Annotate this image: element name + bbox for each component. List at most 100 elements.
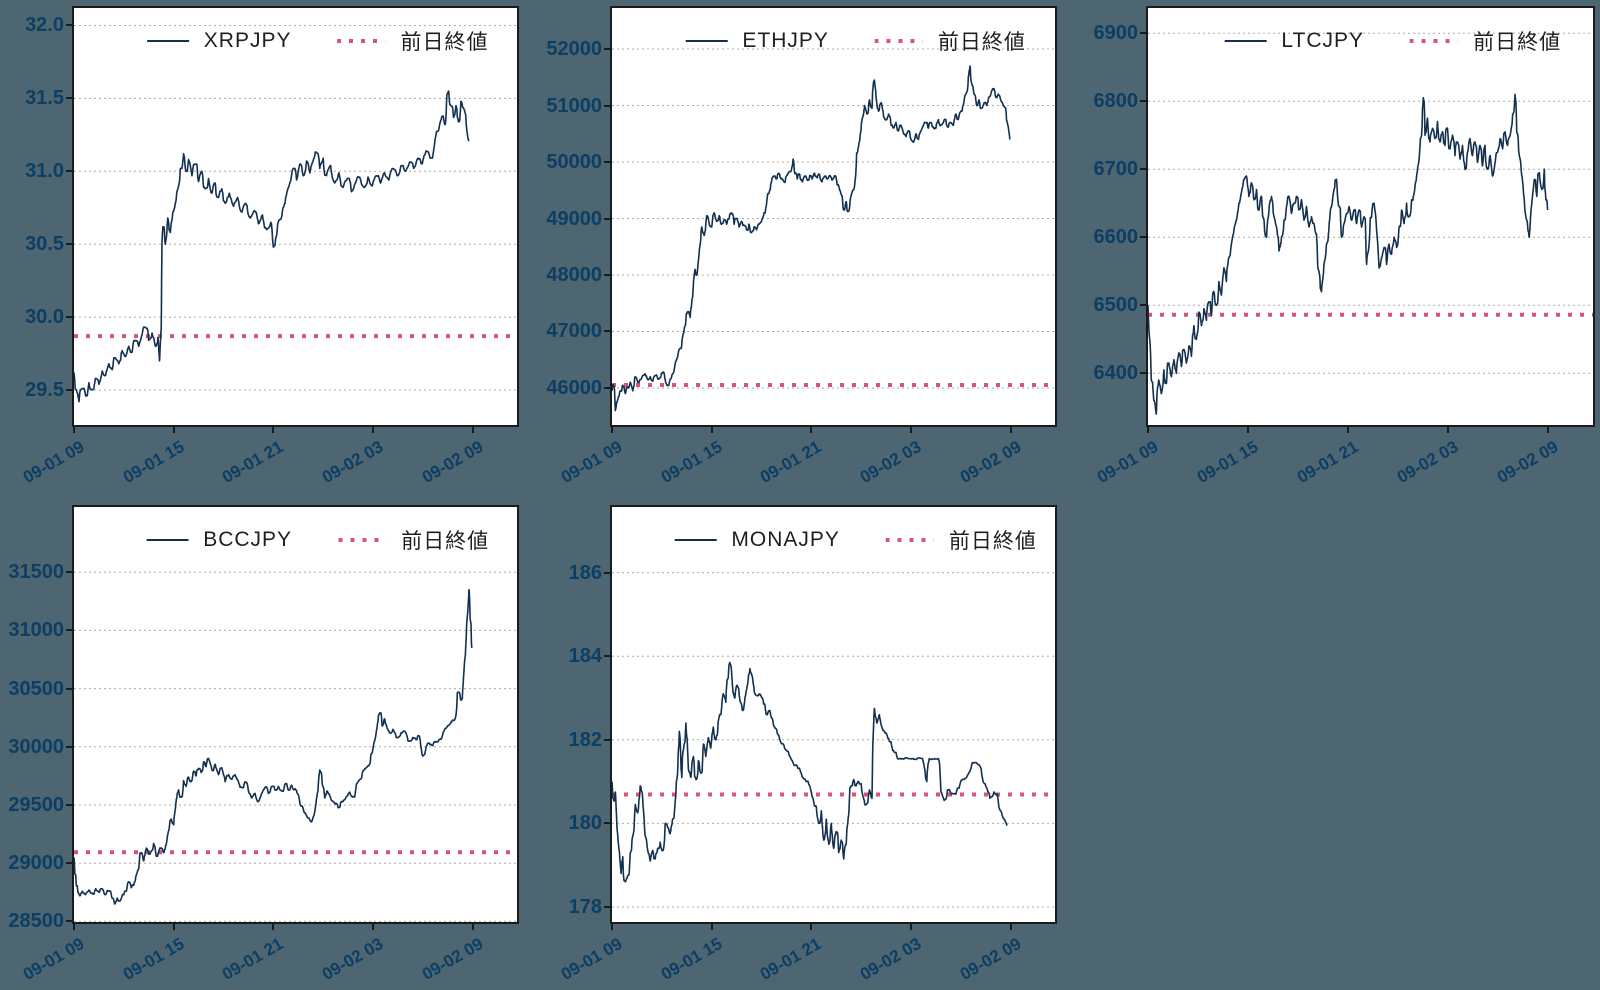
y-tick-mark <box>66 687 72 690</box>
x-tick-label: 09-01 09 <box>1093 437 1162 488</box>
x-tick-mark <box>611 427 613 433</box>
x-tick-mark <box>1447 427 1450 433</box>
x-tick-mark <box>172 924 175 930</box>
price-line <box>612 65 1011 412</box>
x-tick-mark <box>371 924 374 930</box>
y-tick-label: 46000 <box>546 376 602 399</box>
y-tick-mark <box>66 862 72 865</box>
x-tick-mark <box>710 427 713 433</box>
legend-prev-label: 前日終値 <box>937 31 1026 54</box>
y-tick-mark <box>604 571 610 574</box>
plot-area-monajpy: MONAJPY 前日終値 <box>610 505 1057 924</box>
x-tick-mark <box>272 924 275 930</box>
y-tick-mark <box>66 24 72 27</box>
y-tick-mark <box>604 822 610 825</box>
y-tick-label: 47000 <box>546 320 602 343</box>
legend-line-sample <box>674 539 717 541</box>
plot-svg-ltcjpy <box>1148 32 1593 415</box>
legend-prev-label: 前日終値 <box>400 31 489 54</box>
price-line <box>612 661 1008 883</box>
legend: LTCJPY 前日終値 <box>1224 26 1561 56</box>
x-tick-label: 09-01 21 <box>219 437 287 488</box>
y-tick-label: 51000 <box>546 94 602 117</box>
legend-prev-sample <box>1410 39 1459 43</box>
y-tick-mark <box>604 655 610 658</box>
legend-line-sample <box>146 40 189 42</box>
y-tick-mark <box>66 316 72 319</box>
x-tick-label: 09-01 21 <box>219 934 287 985</box>
legend-series-label: BCCJPY <box>203 528 293 551</box>
x-tick-mark <box>471 924 474 930</box>
y-tick-label: 6400 <box>1093 362 1139 385</box>
y-tick-mark <box>604 274 610 276</box>
plot-area-bccjpy: BCCJPY 前日終値 <box>72 505 519 924</box>
legend-series-label: LTCJPY <box>1281 29 1365 52</box>
price-line <box>1148 93 1549 415</box>
y-tick-mark <box>604 161 610 163</box>
y-tick-mark <box>66 243 72 246</box>
y-tick-mark <box>66 629 72 632</box>
y-tick-label: 182 <box>568 728 602 751</box>
x-tick-mark <box>471 427 474 433</box>
y-tick-label: 29000 <box>8 852 64 875</box>
y-tick-mark <box>66 920 72 923</box>
y-tick-label: 48000 <box>546 264 602 286</box>
plot-svg-ethjpy <box>612 48 1055 412</box>
y-tick-mark <box>66 170 72 173</box>
x-tick-label: 09-01 21 <box>757 934 825 985</box>
y-tick-mark <box>1140 236 1146 239</box>
x-tick-label: 09-01 15 <box>657 934 726 985</box>
legend-prev-label: 前日終値 <box>1473 31 1562 54</box>
x-tick-label: 09-02 09 <box>1494 437 1562 488</box>
y-tick-label: 52000 <box>546 38 602 61</box>
y-tick-mark <box>1140 100 1146 103</box>
y-tick-mark <box>604 48 610 51</box>
y-tick-label: 49000 <box>546 207 602 230</box>
x-tick-mark <box>172 427 175 433</box>
x-tick-label: 09-02 09 <box>956 437 1025 488</box>
legend-prev-sample <box>337 39 386 43</box>
y-tick-label: 50000 <box>546 151 602 173</box>
x-tick-label: 09-01 15 <box>119 437 188 488</box>
price-line <box>74 90 470 403</box>
y-tick-mark <box>604 217 610 220</box>
legend: ETHJPY 前日終値 <box>685 26 1026 56</box>
y-tick-label: 178 <box>568 895 602 918</box>
y-tick-label: 30500 <box>8 677 64 700</box>
y-tick-label: 30000 <box>8 735 64 758</box>
x-tick-mark <box>909 427 912 433</box>
x-tick-label: 09-01 15 <box>1193 437 1262 488</box>
x-tick-mark <box>1009 427 1012 433</box>
legend-series-label: XRPJPY <box>203 29 292 52</box>
x-tick-mark <box>73 924 75 930</box>
y-tick-mark <box>1140 304 1146 307</box>
x-tick-label: 09-02 09 <box>418 934 487 985</box>
y-tick-label: 180 <box>568 812 602 835</box>
y-tick-label: 6500 <box>1093 294 1139 317</box>
legend: MONAJPY 前日終値 <box>674 525 1037 555</box>
y-tick-mark <box>66 97 72 100</box>
plot-area-xrpjpy: XRPJPY 前日終値 <box>72 6 519 427</box>
x-tick-mark <box>1009 924 1012 930</box>
legend-prev-sample <box>885 538 934 542</box>
x-tick-mark <box>710 924 713 930</box>
y-tick-mark <box>604 386 610 389</box>
plot-area-ethjpy: ETHJPY 前日終値 <box>610 6 1057 427</box>
y-tick-mark <box>66 804 72 806</box>
legend-series-label: MONAJPY <box>731 528 840 551</box>
y-tick-label: 30.0 <box>25 306 64 329</box>
x-tick-mark <box>1247 427 1250 433</box>
y-tick-mark <box>604 330 610 333</box>
y-tick-mark <box>66 745 72 748</box>
x-tick-label: 09-02 09 <box>418 437 487 488</box>
y-tick-label: 6600 <box>1093 226 1139 249</box>
y-tick-mark <box>1140 372 1146 375</box>
plot-svg-monajpy <box>612 572 1055 908</box>
plot-area-ltcjpy: LTCJPY 前日終値 <box>1146 6 1595 427</box>
y-tick-mark <box>1140 32 1146 35</box>
y-tick-label: 6800 <box>1093 90 1139 113</box>
x-tick-mark <box>371 427 374 433</box>
y-tick-label: 186 <box>568 561 602 584</box>
x-tick-mark <box>1147 427 1149 433</box>
y-tick-mark <box>604 738 610 741</box>
